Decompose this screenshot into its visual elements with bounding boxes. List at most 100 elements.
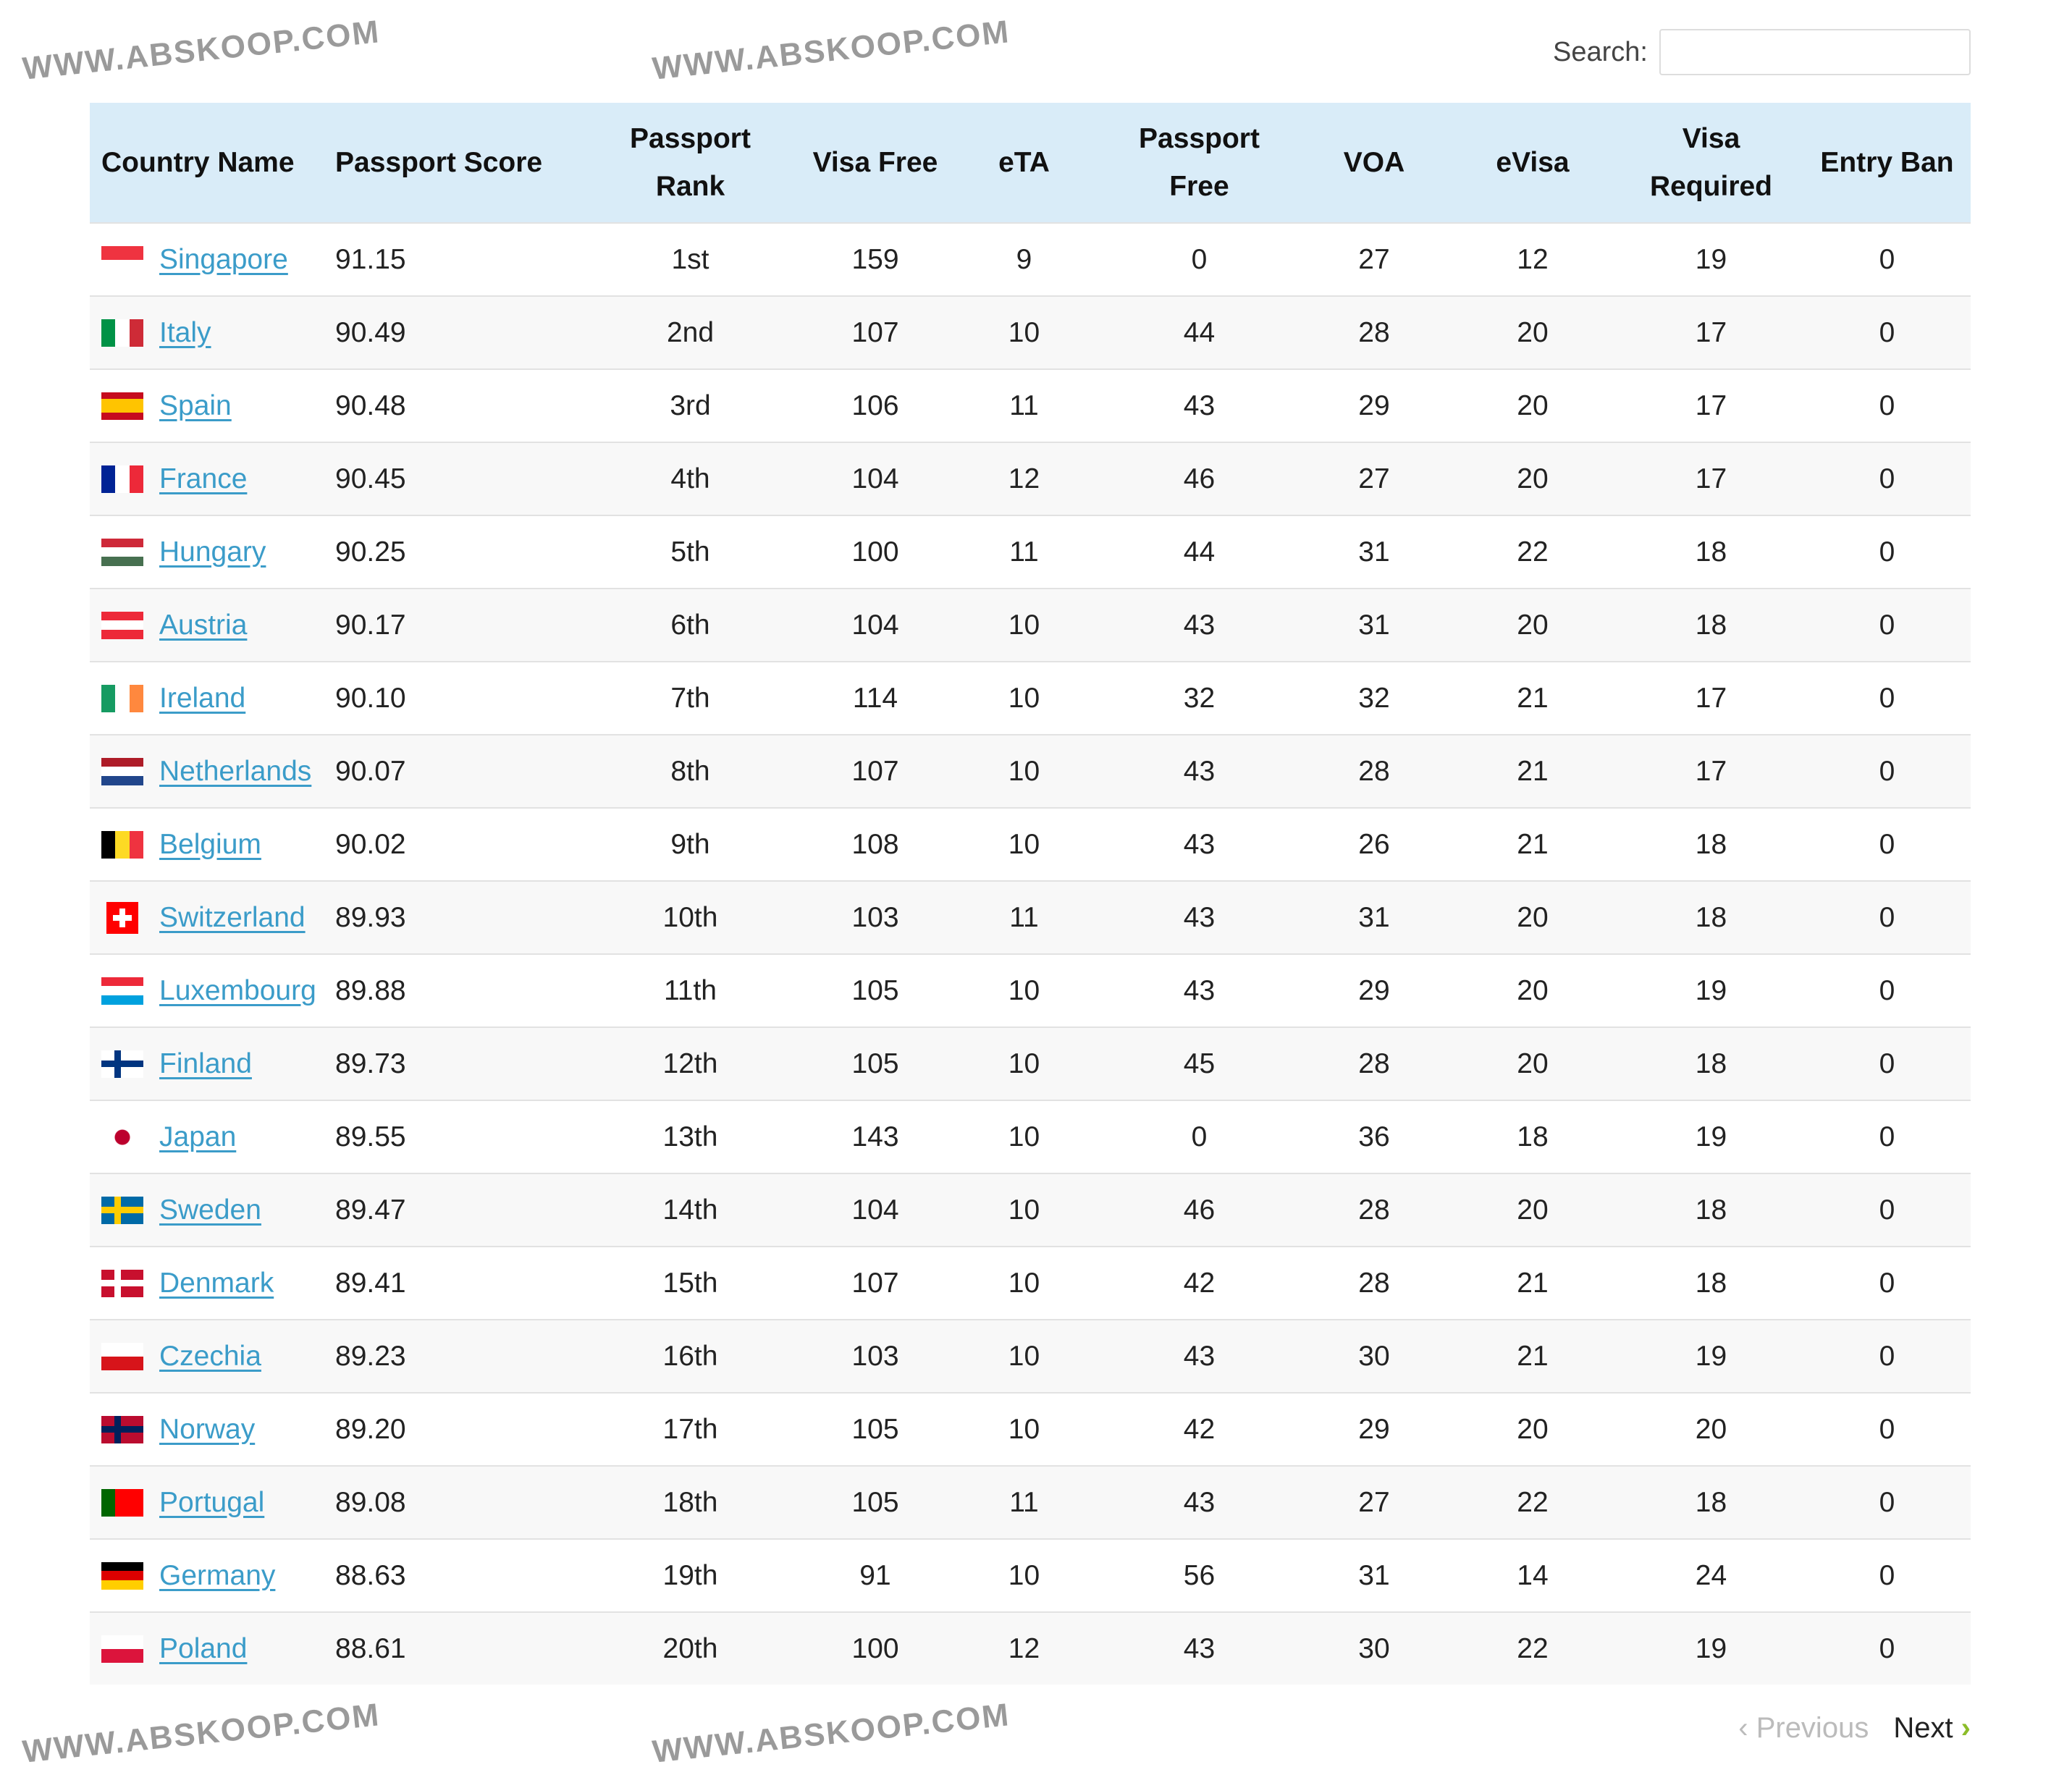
voa-cell: 31	[1302, 880, 1446, 954]
visa-free-cell: 108	[799, 807, 951, 881]
flag-icon	[101, 684, 143, 712]
search-input[interactable]	[1659, 29, 1971, 75]
passport-free-cell: 0	[1097, 222, 1302, 296]
country-link[interactable]: Norway	[159, 1413, 256, 1445]
visa-required-cell: 19	[1619, 1611, 1803, 1685]
passport-free-cell: 43	[1097, 1465, 1302, 1539]
rank-cell: 3rd	[581, 368, 799, 442]
evisa-cell: 22	[1446, 1611, 1619, 1685]
country-link[interactable]: Italy	[159, 316, 211, 348]
flag-icon	[106, 901, 138, 934]
table-row: Italy 90.49 2nd 107 10 44 28 20 17 0	[90, 295, 1971, 369]
country-link[interactable]: Luxembourg	[159, 974, 316, 1006]
eta-cell: 10	[951, 1246, 1097, 1320]
country-link[interactable]: Sweden	[159, 1194, 261, 1226]
eta-cell: 12	[951, 442, 1097, 515]
country-link[interactable]: France	[159, 463, 248, 494]
country-link[interactable]: Singapore	[159, 243, 288, 275]
score-cell: 90.49	[324, 295, 581, 369]
entry-ban-cell: 0	[1803, 1100, 1971, 1173]
table-row: Hungary 90.25 5th 100 11 44 31 22 18 0	[90, 515, 1971, 589]
country-cell: Japan	[90, 1100, 324, 1173]
country-link[interactable]: Finland	[159, 1047, 252, 1079]
score-cell: 90.07	[324, 734, 581, 808]
watermark: WWW.ABSKOOP.COM	[650, 1697, 1012, 1770]
country-link[interactable]: Spain	[159, 389, 232, 421]
rank-cell: 13th	[581, 1100, 799, 1173]
visa-free-cell: 91	[799, 1538, 951, 1612]
passport-free-cell: 43	[1097, 368, 1302, 442]
visa-required-cell: 18	[1619, 588, 1803, 662]
country-cell: Spain	[90, 368, 324, 442]
eta-cell: 10	[951, 1319, 1097, 1393]
country-link[interactable]: Hungary	[159, 536, 266, 568]
column-header-country[interactable]: Country Name	[90, 103, 324, 223]
column-header-eta[interactable]: eTA	[951, 103, 1097, 223]
column-header-rank[interactable]: Passport Rank	[581, 103, 799, 223]
voa-cell: 31	[1302, 515, 1446, 589]
visa-free-cell: 107	[799, 1246, 951, 1320]
flag-icon	[101, 1196, 143, 1224]
eta-cell: 10	[951, 1538, 1097, 1612]
country-link[interactable]: Ireland	[159, 682, 246, 714]
rank-cell: 19th	[581, 1538, 799, 1612]
rank-cell: 18th	[581, 1465, 799, 1539]
entry-ban-cell: 0	[1803, 1319, 1971, 1393]
table-row: Denmark 89.41 15th 107 10 42 28 21 18 0	[90, 1246, 1971, 1320]
column-header-evisa[interactable]: eVisa	[1446, 103, 1619, 223]
column-header-passport-free[interactable]: Passport Free	[1097, 103, 1302, 223]
entry-ban-cell: 0	[1803, 515, 1971, 589]
country-link[interactable]: Germany	[159, 1559, 276, 1591]
visa-free-cell: 106	[799, 368, 951, 442]
rank-cell: 15th	[581, 1246, 799, 1320]
eta-cell: 10	[951, 295, 1097, 369]
country-link[interactable]: Netherlands	[159, 755, 312, 787]
country-link[interactable]: Czechia	[159, 1340, 261, 1372]
watermark: WWW.ABSKOOP.COM	[20, 1697, 382, 1770]
eta-cell: 10	[951, 734, 1097, 808]
previous-button[interactable]: ‹ Previous	[1738, 1712, 1869, 1744]
country-link[interactable]: Austria	[159, 609, 248, 641]
visa-free-cell: 104	[799, 442, 951, 515]
country-link[interactable]: Poland	[159, 1632, 248, 1664]
passport-free-cell: 44	[1097, 295, 1302, 369]
rank-cell: 12th	[581, 1026, 799, 1100]
eta-cell: 10	[951, 1173, 1097, 1247]
visa-required-cell: 17	[1619, 368, 1803, 442]
country-cell: Sweden	[90, 1173, 324, 1247]
country-link[interactable]: Japan	[159, 1121, 237, 1152]
eta-cell: 10	[951, 807, 1097, 881]
evisa-cell: 21	[1446, 1319, 1619, 1393]
score-cell: 89.23	[324, 1319, 581, 1393]
search-box: Search:	[1553, 29, 1971, 75]
column-header-entry-ban[interactable]: Entry Ban	[1803, 103, 1971, 223]
watermark: WWW.ABSKOOP.COM	[20, 14, 382, 87]
table-row: France 90.45 4th 104 12 46 27 20 17 0	[90, 442, 1971, 515]
flag-icon	[101, 977, 143, 1005]
column-header-voa[interactable]: VOA	[1302, 103, 1446, 223]
score-cell: 90.10	[324, 661, 581, 735]
voa-cell: 31	[1302, 588, 1446, 662]
rank-cell: 1st	[581, 222, 799, 296]
entry-ban-cell: 0	[1803, 734, 1971, 808]
voa-cell: 28	[1302, 1026, 1446, 1100]
country-cell: Denmark	[90, 1246, 324, 1320]
next-button[interactable]: Next ›	[1893, 1712, 1971, 1744]
country-link[interactable]: Denmark	[159, 1267, 274, 1299]
column-header-visa-required[interactable]: Visa Required	[1619, 103, 1803, 223]
voa-cell: 30	[1302, 1319, 1446, 1393]
country-link[interactable]: Switzerland	[159, 901, 306, 933]
flag-icon	[101, 245, 143, 274]
country-link[interactable]: Belgium	[159, 828, 261, 860]
country-link[interactable]: Portugal	[159, 1486, 265, 1518]
visa-free-cell: 104	[799, 1173, 951, 1247]
visa-required-cell: 19	[1619, 1319, 1803, 1393]
voa-cell: 27	[1302, 1465, 1446, 1539]
score-cell: 89.93	[324, 880, 581, 954]
entry-ban-cell: 0	[1803, 1538, 1971, 1612]
column-header-score[interactable]: Passport Score	[324, 103, 581, 223]
column-header-visa-free[interactable]: Visa Free	[799, 103, 951, 223]
entry-ban-cell: 0	[1803, 807, 1971, 881]
evisa-cell: 21	[1446, 807, 1619, 881]
rank-cell: 6th	[581, 588, 799, 662]
